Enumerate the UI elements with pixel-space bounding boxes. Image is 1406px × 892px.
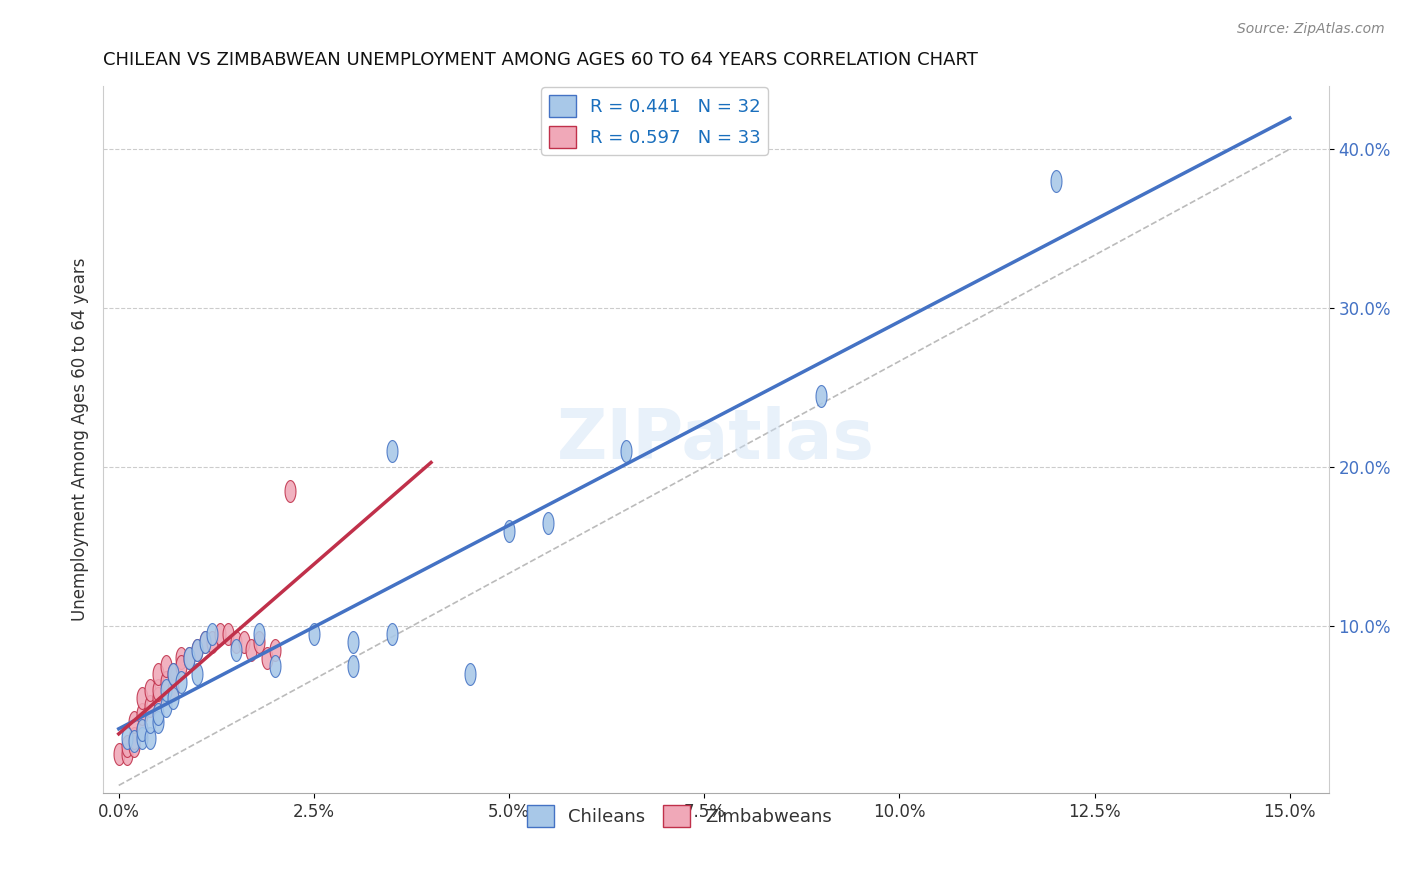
Point bbox=[162, 667, 184, 681]
Legend: Chileans, Zimbabweans: Chileans, Zimbabweans bbox=[519, 797, 839, 834]
Point bbox=[146, 706, 169, 721]
Point bbox=[186, 643, 208, 657]
Point bbox=[232, 635, 254, 649]
Point bbox=[131, 723, 153, 737]
Point bbox=[302, 627, 325, 641]
Point bbox=[139, 698, 162, 713]
Point bbox=[1045, 174, 1067, 188]
Point bbox=[124, 731, 146, 745]
Point bbox=[115, 731, 138, 745]
Point bbox=[264, 659, 287, 673]
Point bbox=[155, 659, 177, 673]
Point bbox=[124, 734, 146, 748]
Point bbox=[115, 747, 138, 761]
Point bbox=[131, 723, 153, 737]
Point bbox=[170, 651, 193, 665]
Point bbox=[124, 739, 146, 753]
Point bbox=[107, 747, 129, 761]
Point bbox=[177, 651, 200, 665]
Point bbox=[201, 635, 224, 649]
Point bbox=[170, 659, 193, 673]
Point bbox=[155, 682, 177, 697]
Point bbox=[225, 643, 247, 657]
Point bbox=[342, 659, 364, 673]
Point bbox=[139, 731, 162, 745]
Text: Source: ZipAtlas.com: Source: ZipAtlas.com bbox=[1237, 22, 1385, 37]
Point bbox=[209, 627, 232, 641]
Point bbox=[498, 524, 520, 538]
Point bbox=[155, 675, 177, 690]
Point bbox=[186, 667, 208, 681]
Point bbox=[280, 484, 302, 499]
Point bbox=[256, 651, 278, 665]
Y-axis label: Unemployment Among Ages 60 to 64 years: Unemployment Among Ages 60 to 64 years bbox=[72, 258, 89, 621]
Point bbox=[170, 675, 193, 690]
Point bbox=[217, 627, 239, 641]
Point bbox=[247, 627, 270, 641]
Point bbox=[614, 444, 637, 458]
Point bbox=[240, 643, 263, 657]
Point bbox=[131, 690, 153, 705]
Point bbox=[381, 627, 404, 641]
Point bbox=[194, 635, 217, 649]
Point bbox=[124, 714, 146, 729]
Point bbox=[186, 643, 208, 657]
Point bbox=[247, 635, 270, 649]
Text: ZIPatlas: ZIPatlas bbox=[557, 406, 875, 473]
Point bbox=[162, 667, 184, 681]
Point bbox=[458, 667, 481, 681]
Point bbox=[146, 682, 169, 697]
Point bbox=[201, 627, 224, 641]
Point bbox=[162, 682, 184, 697]
Point bbox=[146, 667, 169, 681]
Point bbox=[264, 643, 287, 657]
Point bbox=[115, 739, 138, 753]
Point bbox=[131, 731, 153, 745]
Point bbox=[146, 714, 169, 729]
Point bbox=[810, 389, 832, 403]
Point bbox=[146, 690, 169, 705]
Point bbox=[139, 714, 162, 729]
Text: CHILEAN VS ZIMBABWEAN UNEMPLOYMENT AMONG AGES 60 TO 64 YEARS CORRELATION CHART: CHILEAN VS ZIMBABWEAN UNEMPLOYMENT AMONG… bbox=[103, 51, 979, 69]
Point bbox=[225, 635, 247, 649]
Point bbox=[537, 516, 560, 530]
Point bbox=[342, 635, 364, 649]
Point bbox=[131, 706, 153, 721]
Point bbox=[162, 690, 184, 705]
Point bbox=[139, 682, 162, 697]
Point bbox=[194, 635, 217, 649]
Point bbox=[177, 651, 200, 665]
Point bbox=[155, 698, 177, 713]
Point bbox=[381, 444, 404, 458]
